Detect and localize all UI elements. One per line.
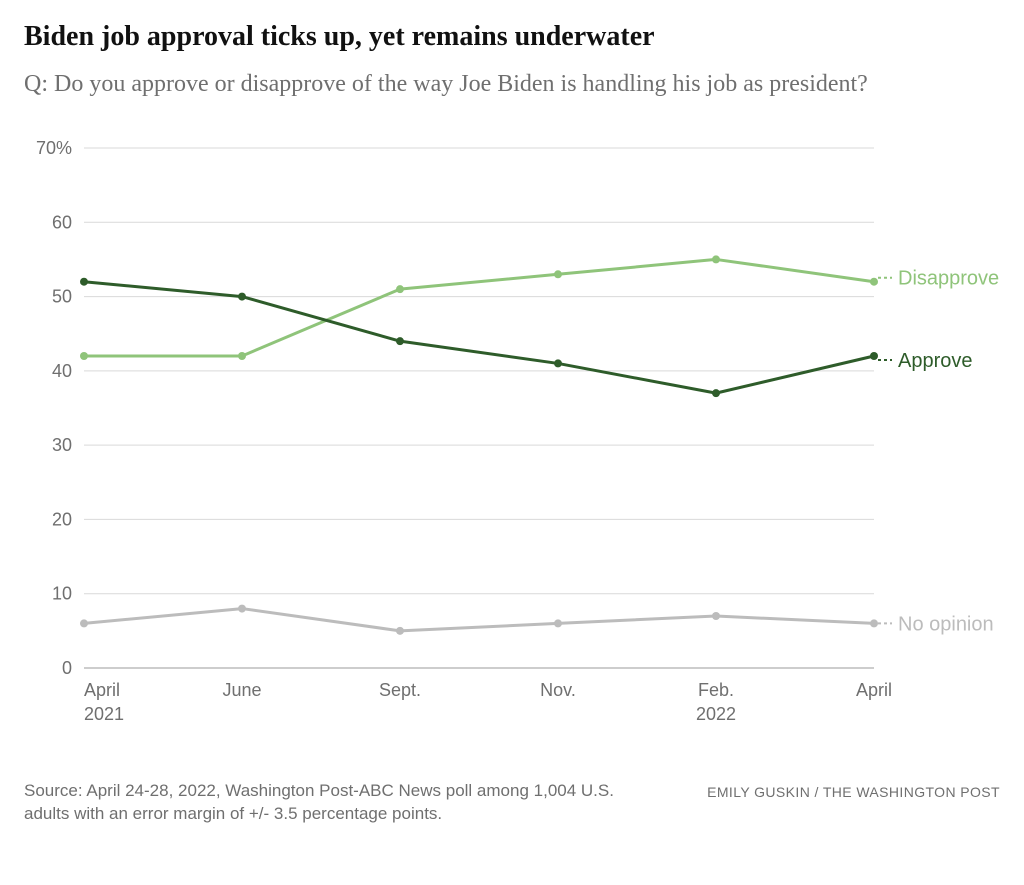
y-axis-label: 20 <box>52 509 72 529</box>
series-marker <box>238 352 246 360</box>
y-axis-label: 0 <box>62 658 72 678</box>
series-label: Disapprove <box>898 268 999 290</box>
series-marker <box>238 605 246 613</box>
series-marker <box>712 255 720 263</box>
x-axis-label: 2021 <box>84 704 124 724</box>
chart-title: Biden job approval ticks up, yet remains… <box>24 20 1000 54</box>
series-marker <box>396 337 404 345</box>
series-marker <box>554 270 562 278</box>
y-axis-label: 50 <box>52 287 72 307</box>
series-marker <box>80 278 88 286</box>
series-line <box>84 609 874 631</box>
chart-footer: Source: April 24-28, 2022, Washington Po… <box>24 780 1000 826</box>
x-axis-label: June <box>222 680 261 700</box>
series-line <box>84 282 874 393</box>
series-label: Approve <box>898 350 973 372</box>
y-axis-label: 30 <box>52 435 72 455</box>
series-marker <box>712 389 720 397</box>
x-axis-label: Sept. <box>379 680 421 700</box>
series-marker <box>712 612 720 620</box>
chart-credit: EMILY GUSKIN / THE WASHINGTON POST <box>707 780 1000 800</box>
series-marker <box>554 359 562 367</box>
x-axis-label: April <box>84 680 120 700</box>
x-axis-label: 2022 <box>696 704 736 724</box>
series-label: No opinion <box>898 613 994 635</box>
chart-subtitle: Q: Do you approve or disapprove of the w… <box>24 68 1000 100</box>
series-marker <box>554 619 562 627</box>
y-axis-label: 60 <box>52 212 72 232</box>
x-axis-label: Feb. <box>698 680 734 700</box>
series-marker <box>80 352 88 360</box>
chart-container: Biden job approval ticks up, yet remains… <box>0 0 1024 885</box>
line-chart-svg: 0 10 20 30 40 50 60 70% April 2021 June Sept. Nov. Fe… <box>24 128 999 768</box>
series-marker <box>870 278 878 286</box>
x-axis-label: April <box>856 680 892 700</box>
y-axis-label: 40 <box>52 361 72 381</box>
series-line <box>84 259 874 356</box>
series-marker <box>870 619 878 627</box>
chart-plot-area: 0 10 20 30 40 50 60 70% April 2021 June Sept. Nov. Fe… <box>24 128 999 768</box>
series-marker <box>238 293 246 301</box>
chart-source: Source: April 24-28, 2022, Washington Po… <box>24 780 654 826</box>
series-marker <box>870 352 878 360</box>
y-axis-label: 10 <box>52 584 72 604</box>
y-axis-label: 70% <box>36 138 72 158</box>
series-marker <box>396 285 404 293</box>
series-marker <box>396 627 404 635</box>
x-axis-label: Nov. <box>540 680 576 700</box>
series-marker <box>80 619 88 627</box>
